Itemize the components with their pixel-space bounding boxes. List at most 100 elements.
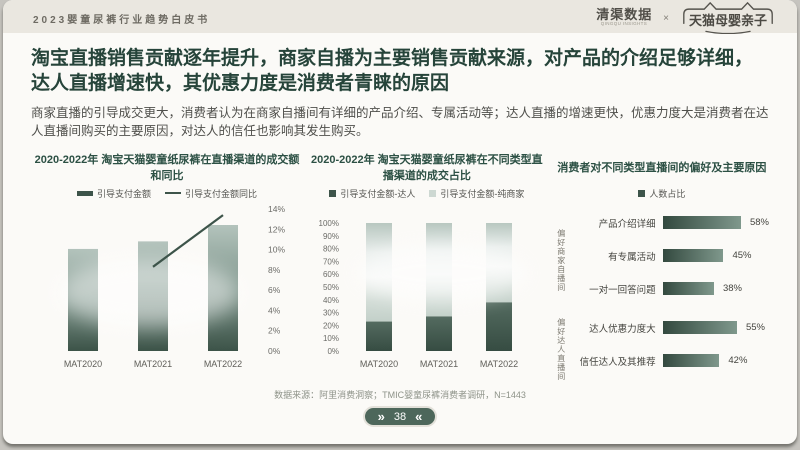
group-rows: 达人优惠力度大 55% 信任达人及其推荐 42%	[568, 316, 769, 382]
x-axis-label: MAT2020	[360, 359, 398, 369]
legend-item: 人数占比	[638, 187, 685, 200]
chart3-title: 消费者对不同类型直播间的偏好及主要原因	[557, 161, 767, 174]
x-axis-label: MAT2022	[204, 359, 242, 369]
page-title: 淘宝直播销售贡献逐年提升，商家自播为主要销售贡献来源，对产品的介绍足够详细，达人…	[31, 48, 754, 95]
row-bar	[662, 216, 741, 230]
row-bar	[662, 249, 724, 263]
y-axis-tick: 80%	[323, 245, 339, 254]
legend-label: 引导支付金额-纯商家	[440, 188, 525, 199]
y-axis-tick: 10%	[323, 334, 339, 343]
right-axis-tick: 0%	[268, 346, 281, 356]
right-axis-tick: 2%	[268, 326, 281, 336]
row-value: 38%	[722, 283, 742, 295]
glow-overlay	[57, 259, 241, 328]
brand-name: 清渠数据	[596, 7, 653, 22]
legend-label: 人数占比	[649, 188, 686, 199]
group-rows: 产品介绍详细 58% 有专属活动 45% 一对一回答问题 38%	[568, 211, 769, 310]
y-axis-tick: 60%	[323, 270, 339, 279]
live-gmv-chart: 14% 12% 10% 8% 6% 4% 2% 0% MAT2020 MAT2021 MAT2022	[57, 204, 285, 369]
charts-row: 2020-2022年 淘宝天猫婴童纸尿裤在直播渠道的成交额和同比 引导支付金额 …	[31, 151, 769, 388]
row-value: 42%	[728, 355, 748, 367]
x-axis-label: MAT2022	[480, 359, 518, 369]
document-title: 2023婴童尿裤行业趋势白皮书	[33, 14, 211, 26]
row-label: 信任达人及其推荐	[579, 356, 656, 368]
row-bar	[662, 321, 737, 335]
dark-square-swatch-icon	[329, 189, 337, 197]
stacked-share-chart: 100% 90% 80% 70% 60% 50% 40% 30% 20% 10% 0% MAT2020…	[319, 219, 527, 369]
chevrons-left-icon[interactable]: «	[415, 409, 423, 425]
slide: 2023婴童尿裤行业趋势白皮书 清渠数据 QINGQU INSIGHTS × 天…	[3, 0, 797, 444]
chart2-panel: 2020-2022年 淘宝天猫婴童纸尿裤在不同类型直播渠道的成交占比 引导支付金…	[307, 151, 547, 388]
row-value: 58%	[749, 217, 769, 229]
chart1-legend: 引导支付金额 引导支付金额同比	[31, 185, 303, 201]
y-axis-tick: 70%	[323, 257, 339, 266]
brand-tagline: QINGQU INSIGHTS	[601, 22, 648, 27]
line-swatch-icon	[165, 192, 181, 195]
dark-square-swatch-icon	[638, 189, 646, 197]
preference-row: 达人优惠力度大 55%	[568, 316, 769, 339]
pagination[interactable]: » 38 «	[362, 406, 438, 428]
y-axis-tick: 100%	[319, 219, 339, 228]
qingqu-logo: 清渠数据 QINGQU INSIGHTS	[593, 8, 655, 28]
group-label: 偏好达人直播间	[556, 317, 566, 381]
right-axis-tick: 12%	[268, 224, 285, 234]
preference-group: 偏好商家自播间 产品介绍详细 58% 有专属活动 45% 一对一回答问题 38%	[555, 211, 769, 310]
multiply-separator: ×	[663, 12, 669, 24]
top-bar: 2023婴童尿裤行业趋势白皮书 清渠数据 QINGQU INSIGHTS × 天…	[3, 0, 797, 34]
legend-label: 引导支付金额同比	[185, 188, 258, 199]
preference-group: 偏好达人直播间 达人优惠力度大 55% 信任达人及其推荐 42%	[555, 316, 769, 382]
y-axis-tick: 90%	[323, 232, 339, 241]
x-axis-label: MAT2021	[134, 359, 172, 369]
x-axis-label: MAT2021	[420, 359, 458, 369]
right-axis-tick: 6%	[268, 285, 281, 295]
summary-text: 商家直播的引导成交更大，消费者认为在商家自播间有详细的产品介绍、专属活动等；达人…	[31, 105, 769, 139]
stack-daren-MAT2020	[366, 321, 392, 352]
row-bar	[662, 282, 714, 296]
data-source-note: 数据来源：阿里消费洞察；TMIC婴童尿裤消费者调研，N=1443	[274, 390, 526, 401]
y-axis-tick: 30%	[323, 309, 339, 318]
stack-daren-MAT2021	[426, 316, 452, 352]
page-number: 38	[393, 410, 407, 423]
preference-row: 有专属活动 45%	[568, 244, 769, 267]
row-label: 一对一回答问题	[589, 284, 656, 296]
legend-item: 引导支付金额-纯商家	[429, 187, 524, 200]
row-bar	[662, 354, 720, 368]
right-axis-tick: 14%	[268, 204, 285, 214]
yoy-line	[152, 214, 224, 268]
y-axis-tick: 20%	[323, 321, 339, 330]
bar-swatch-icon	[76, 190, 93, 196]
chart2-title: 2020-2022年 淘宝天猫婴童纸尿裤在不同类型直播渠道的成交占比	[311, 153, 543, 183]
row-value: 55%	[745, 322, 765, 334]
glow-overlay	[357, 245, 527, 302]
right-axis-tick: 10%	[268, 245, 285, 255]
legend-label: 引导支付金额	[96, 188, 151, 199]
preference-row: 产品介绍详细 58%	[568, 211, 769, 234]
preference-row: 一对一回答问题 38%	[568, 277, 769, 300]
preference-chart: 偏好商家自播间 产品介绍详细 58% 有专属活动 45% 一对一回答问题 38% 偏好达人直播…	[555, 211, 769, 382]
row-label: 有专属活动	[608, 251, 656, 263]
right-axis-tick: 8%	[268, 265, 281, 275]
right-axis-tick: 4%	[268, 305, 281, 315]
row-value: 45%	[732, 250, 752, 262]
chart3-legend: 人数占比	[555, 185, 769, 201]
footer: 数据来源：阿里消费洞察；TMIC婴童尿裤消费者调研，N=1443 » 38 «	[31, 388, 769, 428]
preference-row: 信任达人及其推荐 42%	[568, 349, 769, 372]
y-axis-tick: 0%	[327, 347, 339, 356]
legend-item: 引导支付金额-达人	[329, 187, 415, 200]
chart2-legend: 引导支付金额-达人 引导支付金额-纯商家	[307, 185, 547, 201]
legend-item: 引导支付金额	[76, 187, 151, 200]
chart1-title: 2020-2022年 淘宝天猫婴童纸尿裤在直播渠道的成交额和同比	[34, 153, 300, 183]
chart3-panel: 消费者对不同类型直播间的偏好及主要原因 人数占比 偏好商家自播间 产品介绍详细 58…	[555, 151, 769, 388]
cat-ears-icon	[683, 2, 773, 34]
stack-daren-MAT2022	[486, 302, 512, 352]
x-axis-label: MAT2020	[64, 359, 102, 369]
content: 淘宝直播销售贡献逐年提升，商家自播为主要销售贡献来源，对产品的介绍足够详细，达人…	[3, 46, 797, 428]
legend-label: 引导支付金额-达人	[340, 188, 416, 199]
partner-name: 天猫母婴亲子	[688, 13, 767, 28]
legend-item: 引导支付金额同比	[165, 187, 257, 200]
chevrons-right-icon[interactable]: »	[377, 409, 385, 425]
row-label: 达人优惠力度大	[589, 323, 656, 335]
tmall-logo: 天猫母婴亲子	[677, 2, 779, 34]
y-axis-tick: 40%	[323, 296, 339, 305]
group-label: 偏好商家自播间	[556, 229, 566, 293]
